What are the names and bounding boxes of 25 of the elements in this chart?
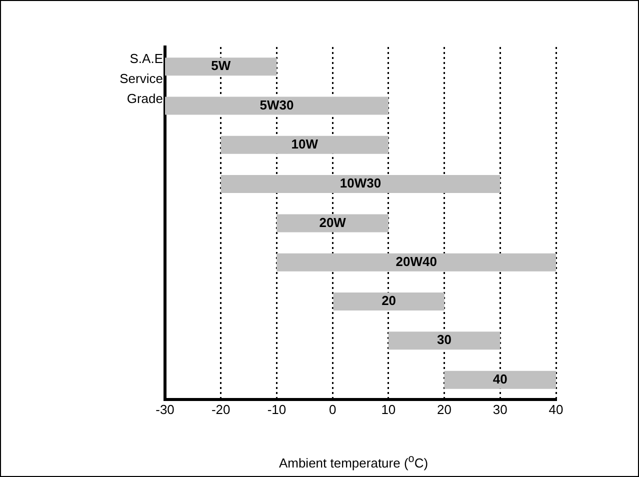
x-tick-label: -30 <box>156 402 174 417</box>
bar <box>388 332 500 350</box>
x-tick-label: -10 <box>267 402 286 417</box>
bar <box>276 214 388 232</box>
x-tick-label: 30 <box>492 402 508 417</box>
x-tick-label: 10 <box>381 402 396 417</box>
bar <box>220 175 500 194</box>
y-tick-label: 10W <box>291 136 319 152</box>
y-tick-label: 5W30 <box>260 97 294 112</box>
y-tick-label: 20W40 <box>396 254 437 269</box>
bar <box>444 370 556 389</box>
bar <box>220 136 388 154</box>
x-tick-label: 40 <box>548 402 564 417</box>
bar <box>276 253 556 272</box>
x-axis-title: Ambient temperature ($^{o}$C) <box>278 453 430 470</box>
x-tick-label: -20 <box>211 402 230 417</box>
y-tick-label: 5W <box>211 58 232 74</box>
y-axis-title: S.A.E Service Grade <box>118 50 163 108</box>
y-tick-label: 10W30 <box>340 176 382 191</box>
bar <box>333 292 444 311</box>
y-tick-label: 20W <box>319 214 347 230</box>
bar <box>165 96 388 115</box>
x-tick-label: 0 <box>328 402 336 417</box>
bar <box>165 58 277 76</box>
x-tick-label: 20 <box>437 402 452 417</box>
